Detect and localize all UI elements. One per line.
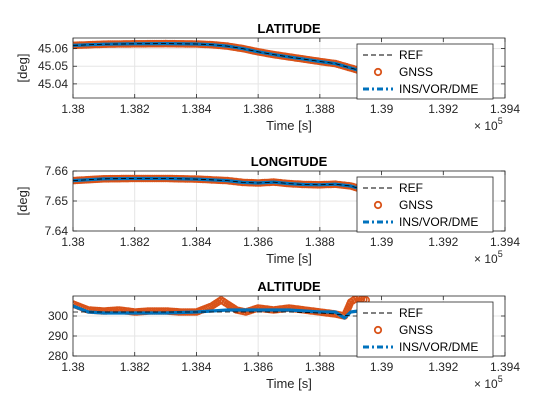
y-tick-label: 7.65 [45,194,69,208]
x-tick-label: 1.392 [428,360,458,374]
x-axis-label: Time [s] [266,251,312,266]
legend-swatch-gnss [373,67,383,77]
x-axis-label: Time [s] [266,118,312,133]
x-tick-label: 1.382 [120,102,150,116]
x-tick-label: 1.39 [370,360,394,374]
y-tick-label: 280 [48,349,68,363]
legend-label: GNSS [399,323,433,337]
y-tick-label: 7.66 [45,164,69,178]
x-exponent-base: × 10 [474,377,498,391]
y-tick-label: 45.05 [38,59,68,73]
legend-label: REF [399,181,423,195]
y-tick-label: 7.64 [45,224,69,238]
x-tick-label: 1.394 [490,235,520,249]
x-tick-label: 1.38 [61,360,85,374]
y-tick-label: 45.06 [38,42,68,56]
series-ref [73,311,367,317]
series-ref [73,178,367,191]
subplot-title: LATITUDE [257,21,321,36]
x-tick-label: 1.38 [61,235,85,249]
x-exponent-power: 5 [498,374,503,384]
x-exponent-label: × 105 [474,374,503,391]
x-tick-label: 1.382 [120,360,150,374]
subplot-title: ALTITUDE [257,279,321,294]
x-exponent-power: 5 [498,116,503,126]
data-layer [73,39,370,77]
x-tick-label: 1.39 [370,235,394,249]
x-tick-label: 1.394 [490,360,520,374]
x-exponent-power: 5 [498,249,503,259]
x-tick-label: 1.386 [243,360,273,374]
subplot-longitude: 1.38 1.382 1.384 1.386 1.388 1.39 1.392 1.394 7.… [15,154,520,266]
y-tick-label: 300 [48,309,68,323]
y-tick-label: 290 [48,329,68,343]
x-tick-label: 1.392 [428,235,458,249]
legend-swatch-gnss [373,200,383,210]
x-exponent-base: × 10 [474,252,498,266]
x-tick-label: 1.388 [305,102,335,116]
x-tick-label: 1.394 [490,102,520,116]
legend-label: GNSS [399,198,433,212]
legend: REF GNSS INS/VOR/DME [356,43,494,100]
x-tick-label: 1.384 [181,102,211,116]
x-tick-label: 1.386 [243,235,273,249]
x-tick-label: 1.39 [370,102,394,116]
legend-label: INS/VOR/DME [399,340,478,354]
legend-label: GNSS [399,65,433,79]
subplot-latitude: 1.38 1.382 1.384 1.386 1.388 1.39 1.392 1.394 45… [15,21,520,133]
x-tick-label: 1.388 [305,235,335,249]
legend: REF GNSS INS/VOR/DME [356,176,494,233]
y-axis-label: [deg] [15,54,30,83]
legend-label: INS/VOR/DME [399,215,478,229]
x-tick-label: 1.382 [120,235,150,249]
subplot-title: LONGITUDE [251,154,328,169]
x-tick-label: 1.392 [428,102,458,116]
legend-label: REF [399,306,423,320]
x-tick-label: 1.386 [243,102,273,116]
subplot-altitude: 1.38 1.382 1.384 1.386 1.388 1.39 1.392 1.394 28… [48,279,520,391]
series-ins-vor-dme [73,304,368,320]
series-ref [73,43,367,73]
legend-swatch-gnss [373,325,383,335]
y-tick-label: 45.04 [38,77,68,91]
axes-box [72,37,506,99]
data-layer [73,296,370,320]
legend-label: INS/VOR/DME [399,82,478,96]
x-tick-label: 1.38 [61,102,85,116]
x-tick-label: 1.384 [181,360,211,374]
x-axis-label: Time [s] [266,376,312,391]
axes-box [72,295,506,357]
y-axis-label: [deg] [15,187,30,216]
legend-label: REF [399,48,423,62]
x-exponent-label: × 105 [474,249,503,266]
x-tick-label: 1.384 [181,235,211,249]
x-exponent-label: × 105 [474,116,503,133]
legend: REF GNSS INS/VOR/DME [356,301,494,358]
x-tick-label: 1.388 [305,360,335,374]
x-exponent-base: × 10 [474,119,498,133]
